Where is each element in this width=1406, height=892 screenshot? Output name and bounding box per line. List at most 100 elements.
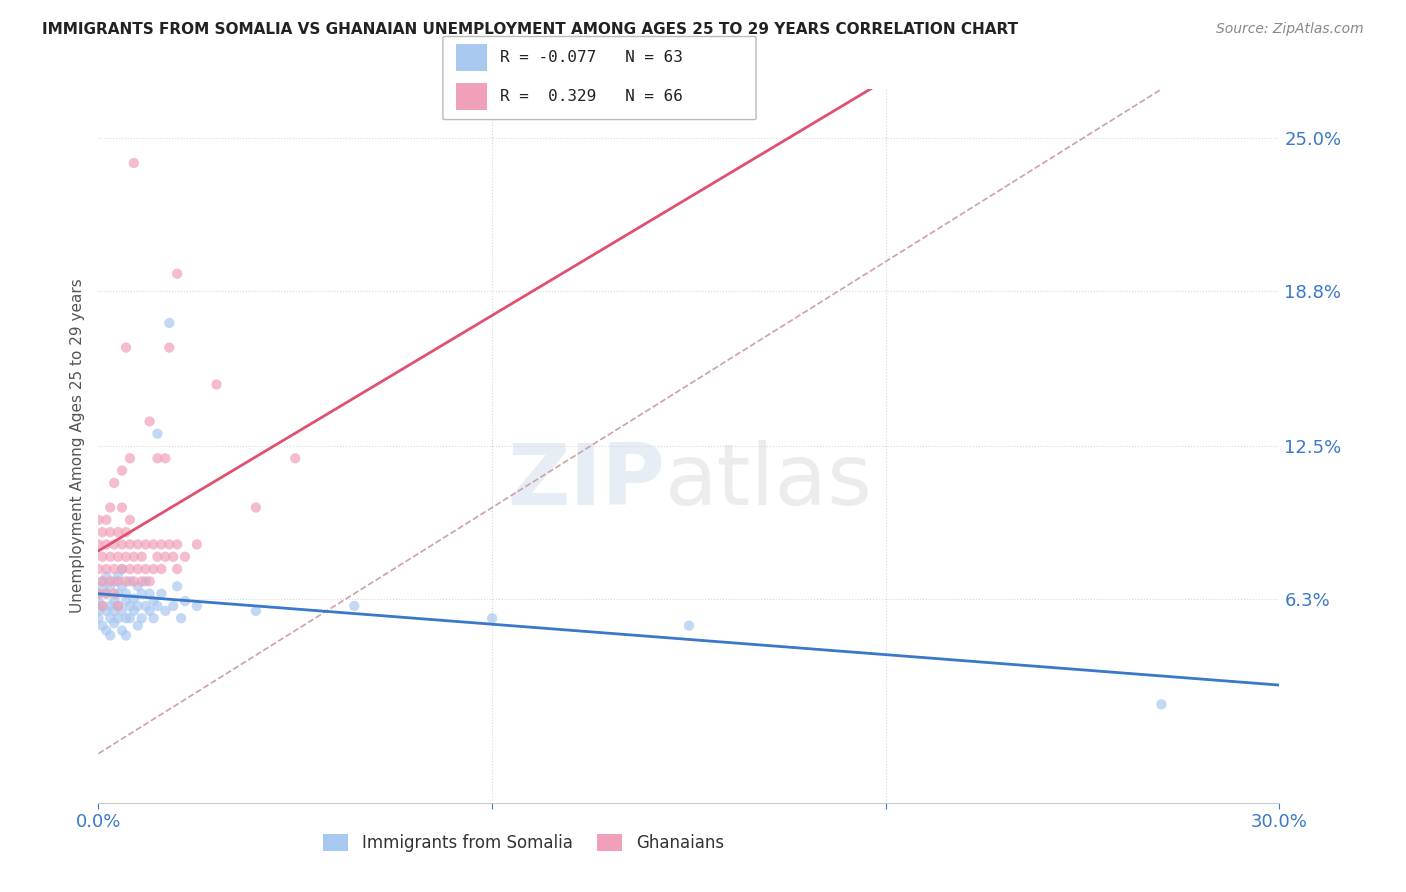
Point [166, 562, 188, 576]
Text: Source: ZipAtlas.com: Source: ZipAtlas.com [1216, 22, 1364, 37]
Point [91, 599, 114, 613]
Point [107, 599, 129, 613]
Point [98, 525, 121, 540]
Point [131, 574, 153, 589]
Point [87, 537, 110, 551]
Point [115, 587, 138, 601]
Point [98, 574, 121, 589]
Text: IMMIGRANTS FROM SOMALIA VS GHANAIAN UNEMPLOYMENT AMONG AGES 25 TO 29 YEARS CORRE: IMMIGRANTS FROM SOMALIA VS GHANAIAN UNEM… [42, 22, 1018, 37]
Point [103, 475, 125, 490]
Point [138, 414, 160, 428]
Point [186, 599, 208, 613]
Point [111, 562, 134, 576]
Point [142, 562, 165, 576]
Point [174, 594, 197, 608]
Point [245, 500, 267, 515]
Legend: Immigrants from Somalia, Ghanaians: Immigrants from Somalia, Ghanaians [316, 827, 731, 859]
Point [157, 341, 180, 355]
Point [103, 604, 125, 618]
Point [91, 574, 114, 589]
Point [115, 611, 138, 625]
Point [150, 562, 173, 576]
Text: R = -0.077   N = 63: R = -0.077 N = 63 [501, 50, 683, 65]
Point [1150, 698, 1173, 712]
Point [103, 594, 125, 608]
Point [96, 604, 118, 618]
Point [118, 562, 141, 576]
Point [131, 611, 153, 625]
Point [87, 594, 110, 608]
Point [103, 574, 125, 589]
Point [96, 569, 118, 583]
Point [122, 549, 145, 564]
Point [122, 604, 145, 618]
Point [131, 587, 153, 601]
Point [678, 618, 700, 632]
Point [155, 451, 177, 466]
Point [142, 594, 165, 608]
Point [103, 587, 125, 601]
Point [142, 611, 165, 625]
Point [107, 525, 129, 540]
Bar [456, 83, 486, 111]
Text: R =  0.329   N = 66: R = 0.329 N = 66 [501, 89, 683, 104]
Point [150, 587, 173, 601]
Point [98, 599, 121, 613]
Point [284, 451, 307, 466]
Point [107, 569, 129, 583]
Point [138, 587, 160, 601]
Point [96, 513, 118, 527]
Point [170, 611, 193, 625]
Point [127, 537, 149, 551]
Point [157, 537, 180, 551]
Text: atlas: atlas [665, 440, 873, 524]
Point [186, 537, 208, 551]
Point [118, 537, 141, 551]
Point [162, 549, 184, 564]
FancyBboxPatch shape [443, 37, 756, 120]
Point [91, 599, 114, 613]
Point [166, 267, 188, 281]
Point [107, 587, 129, 601]
Point [91, 618, 114, 632]
Point [131, 549, 153, 564]
Point [111, 464, 134, 478]
Point [111, 562, 134, 576]
Point [138, 604, 160, 618]
Point [122, 156, 145, 170]
Point [91, 525, 114, 540]
Point [127, 562, 149, 576]
Point [103, 537, 125, 551]
Point [118, 574, 141, 589]
Point [98, 500, 121, 515]
Point [135, 562, 157, 576]
Point [96, 587, 118, 601]
Point [96, 587, 118, 601]
Bar [456, 44, 486, 71]
Point [91, 579, 114, 593]
Point [91, 549, 114, 564]
Point [96, 537, 118, 551]
Point [146, 549, 169, 564]
Point [87, 513, 110, 527]
Point [98, 611, 121, 625]
Point [98, 628, 121, 642]
Point [166, 579, 188, 593]
Point [162, 599, 184, 613]
Point [115, 574, 138, 589]
Point [87, 604, 110, 618]
Y-axis label: Unemployment Among Ages 25 to 29 years: Unemployment Among Ages 25 to 29 years [69, 278, 84, 614]
Point [118, 513, 141, 527]
Point [111, 579, 134, 593]
Point [127, 599, 149, 613]
Point [98, 549, 121, 564]
Point [146, 451, 169, 466]
Point [91, 574, 114, 589]
Point [103, 562, 125, 576]
Point [142, 537, 165, 551]
Point [115, 341, 138, 355]
Point [150, 537, 173, 551]
Point [174, 549, 197, 564]
Point [107, 611, 129, 625]
Point [107, 574, 129, 589]
